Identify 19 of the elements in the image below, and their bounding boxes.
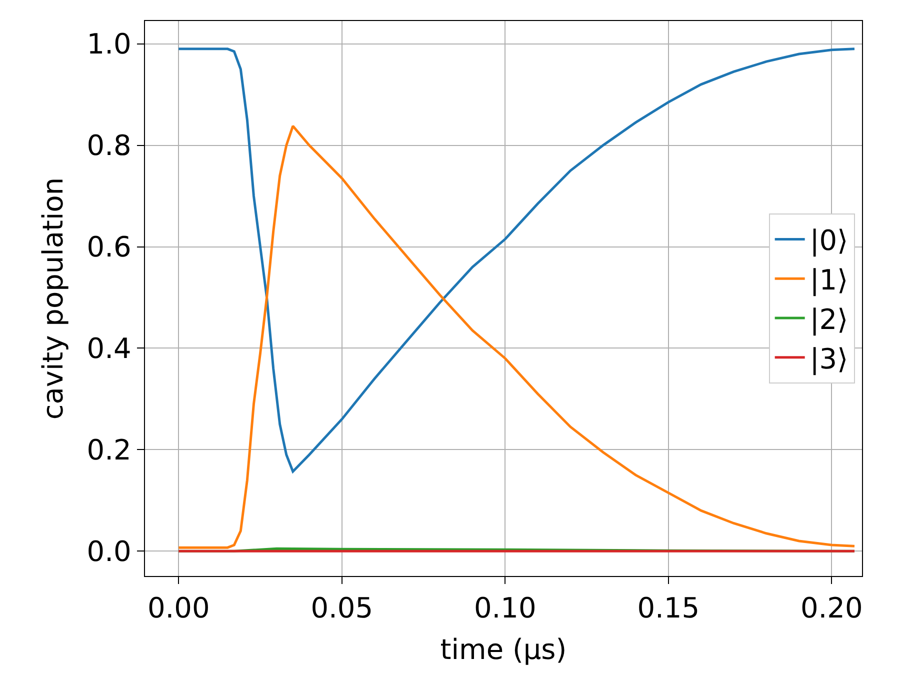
x-tick-label: 0.15	[637, 592, 700, 625]
y-tick-label: 0.4	[86, 332, 132, 366]
legend-label: |2⟩	[810, 302, 848, 336]
legend-label: |1⟩	[810, 264, 848, 297]
line-series	[177, 124, 856, 549]
legend-label: |0⟩	[810, 224, 848, 258]
x-tick-label: 0.05	[310, 592, 374, 625]
y-tick-label: 1.0	[86, 28, 132, 61]
legend-label: |3⟩	[810, 342, 848, 376]
y-tick-label: 0.2	[86, 433, 132, 466]
x-tick-label: 0.20	[800, 592, 863, 625]
x-tick-label: 0.10	[474, 592, 536, 625]
y-tick-label: 0.0	[86, 534, 132, 568]
x-tick-label: 0.00	[147, 592, 210, 625]
x-axis-title: time (μs)	[440, 632, 567, 666]
y-tick-label: 0.8	[86, 129, 132, 162]
y-tick-label: 0.6	[86, 230, 132, 264]
line-series	[177, 48, 856, 473]
y-axis-title: cavity population	[36, 177, 70, 420]
